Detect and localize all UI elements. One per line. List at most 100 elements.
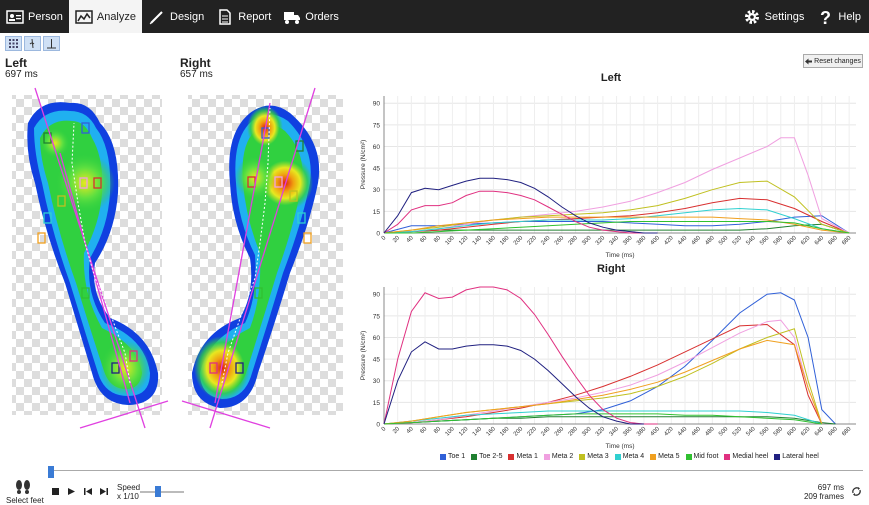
legend-item-meta-3[interactable]: Meta 3 (579, 453, 609, 460)
right-sensor-medialheel (209, 362, 218, 374)
legend-item-toe-1[interactable]: Toe 1 (440, 453, 465, 460)
legend-item-mid-foot[interactable]: Mid foot (685, 453, 719, 460)
timeline-thumb[interactable] (48, 466, 54, 478)
left-foot-duration: 697 ms (5, 69, 38, 80)
right-chart-xtick-label: 220 (527, 426, 539, 438)
right-heel-line (181, 400, 271, 429)
left-chart-series-meta-2 (383, 137, 850, 234)
left-chart-xtick-label: 380 (636, 235, 648, 247)
feet-icon[interactable] (12, 480, 34, 494)
legend-swatch (685, 453, 692, 460)
nav-orders[interactable]: Orders (277, 0, 345, 33)
left-sensor-meta1 (93, 177, 102, 189)
right-sensor-meta5 (303, 232, 312, 244)
left-chart-series-mid-foot (384, 221, 850, 234)
select-feet-label[interactable]: Select feet (6, 496, 44, 505)
nav-settings[interactable]: Settings (737, 0, 811, 33)
right-chart-xtick-label: 640 (814, 426, 826, 438)
left-chart-xtick-label: 340 (609, 235, 621, 247)
nav-person-label: Person (28, 10, 63, 23)
nav-person[interactable]: Person (0, 0, 69, 33)
right-chart-series-meta-4 (383, 410, 822, 425)
right-chart-xtick-label: 40 (406, 426, 415, 435)
playback-controls: Select feet Speed x 1/10 697 ms 209 fram… (0, 478, 869, 505)
right-chart-ytick-label: 90 (373, 292, 381, 299)
left-chart-xtick-label: 80 (433, 235, 442, 244)
right-chart-ytick-label: 45 (373, 357, 381, 364)
left-chart-ytick-label: 15 (373, 209, 381, 216)
left-cop-path (71, 122, 131, 384)
right-chart-xtick-label: 480 (704, 426, 716, 438)
left-chart-series-lateral-heel (383, 177, 658, 234)
left-chart-ytick-label: 45 (373, 166, 381, 173)
left-chart-xtick-label: 200 (513, 235, 525, 247)
legend-item-meta-2[interactable]: Meta 2 (543, 453, 573, 460)
legend-item-lateral-heel[interactable]: Lateral heel (774, 453, 819, 460)
right-chart-ytick-label: 15 (373, 400, 381, 407)
legend-label: Medial heel (732, 453, 769, 460)
left-chart-xtick-label: 220 (527, 235, 539, 247)
chart-legend: Toe 1 Toe 2-5 Meta 1 Meta 2 Meta 3 Meta 4 Meta… (440, 453, 819, 460)
left-sensor-meta3 (57, 195, 66, 207)
left-chart-xtick-label: 140 (472, 235, 484, 247)
left-chart-xtick-label: 300 (581, 235, 593, 247)
right-sensor-meta3 (289, 190, 298, 202)
legend-item-meta-1[interactable]: Meta 1 (508, 453, 538, 460)
legend-label: Meta 4 (622, 453, 645, 460)
right-chart-xtick-label: 400 (650, 426, 662, 438)
right-chart-xtick-label: 380 (636, 426, 648, 438)
legend-item-toe-2-5[interactable]: Toe 2-5 (471, 453, 502, 460)
legend-item-meta-4[interactable]: Meta 4 (614, 453, 645, 460)
speed-value: x 1/10 (117, 492, 139, 501)
timeline-track[interactable] (48, 470, 863, 474)
reset-changes-label: Reset changes (814, 57, 861, 65)
grid-view-button[interactable] (5, 36, 22, 51)
legend-swatch (650, 453, 657, 460)
nav-design[interactable]: Design (142, 0, 210, 33)
right-chart-xtick-label: 620 (800, 426, 812, 438)
top-nav-bar: Person Analyze Design Report Orders Sett… (0, 0, 869, 33)
right-chart-series-lateral-heel (383, 341, 644, 425)
speed-slider-track[interactable] (140, 491, 184, 493)
right-chart-xtick-label: 600 (787, 426, 799, 438)
nav-analyze[interactable]: Analyze (68, 0, 142, 33)
left-chart-xtick-label: 240 (540, 235, 552, 247)
left-chart-ytick-label: 30 (373, 187, 381, 194)
reset-changes-button[interactable]: Reset changes (803, 54, 863, 68)
speed-slider-thumb[interactable] (155, 486, 161, 497)
right-chart-xtick-label: 160 (486, 426, 498, 438)
right-chart-ytick-label: 60 (373, 335, 381, 342)
legend-label: Toe 2-5 (479, 453, 503, 460)
angle-button[interactable] (43, 36, 60, 51)
nav-help[interactable]: ? Help (810, 0, 869, 33)
right-chart-xtick-label: 120 (458, 426, 470, 438)
skip-back-icon[interactable] (84, 488, 93, 496)
legend-label: Mid foot (693, 453, 719, 460)
legend-item-medial-heel[interactable]: Medial heel (724, 453, 768, 460)
arrow-left-icon (805, 58, 813, 64)
left-chart-xtick-label: 120 (458, 235, 470, 247)
stop-icon[interactable] (52, 488, 60, 496)
left-chart-xtick-label: 440 (677, 235, 689, 247)
skip-forward-icon[interactable] (100, 488, 109, 496)
left-chart-xtick-label: 260 (554, 235, 566, 247)
left-chart-xtick-label: 620 (800, 235, 812, 247)
right-foot-axis (209, 87, 316, 429)
right-chart-ytick-label: 0 (376, 422, 380, 429)
right-chart-series-mid-foot (383, 413, 822, 425)
right-chart-xtick-label: 300 (581, 426, 593, 438)
play-icon[interactable] (68, 488, 76, 496)
left-chart-series-meta-4 (383, 207, 850, 234)
right-chart-xtick-label: 460 (691, 426, 703, 438)
left-sensor-toe1 (81, 122, 90, 134)
nav-orders-label: Orders (305, 10, 339, 23)
right-chart-xtick-label: 420 (663, 426, 675, 438)
legend-item-meta-5[interactable]: Meta 5 (650, 453, 680, 460)
axis-line-button[interactable] (24, 36, 41, 51)
left-chart-xtick-label: 320 (595, 235, 607, 247)
loop-icon[interactable] (851, 486, 862, 497)
nav-report[interactable]: Report (210, 0, 277, 33)
nav-settings-label: Settings (764, 10, 805, 23)
left-chart-xtick-label: 520 (732, 235, 744, 247)
left-chart-y-axis-label: Pressure (N/cm²) (360, 140, 367, 189)
